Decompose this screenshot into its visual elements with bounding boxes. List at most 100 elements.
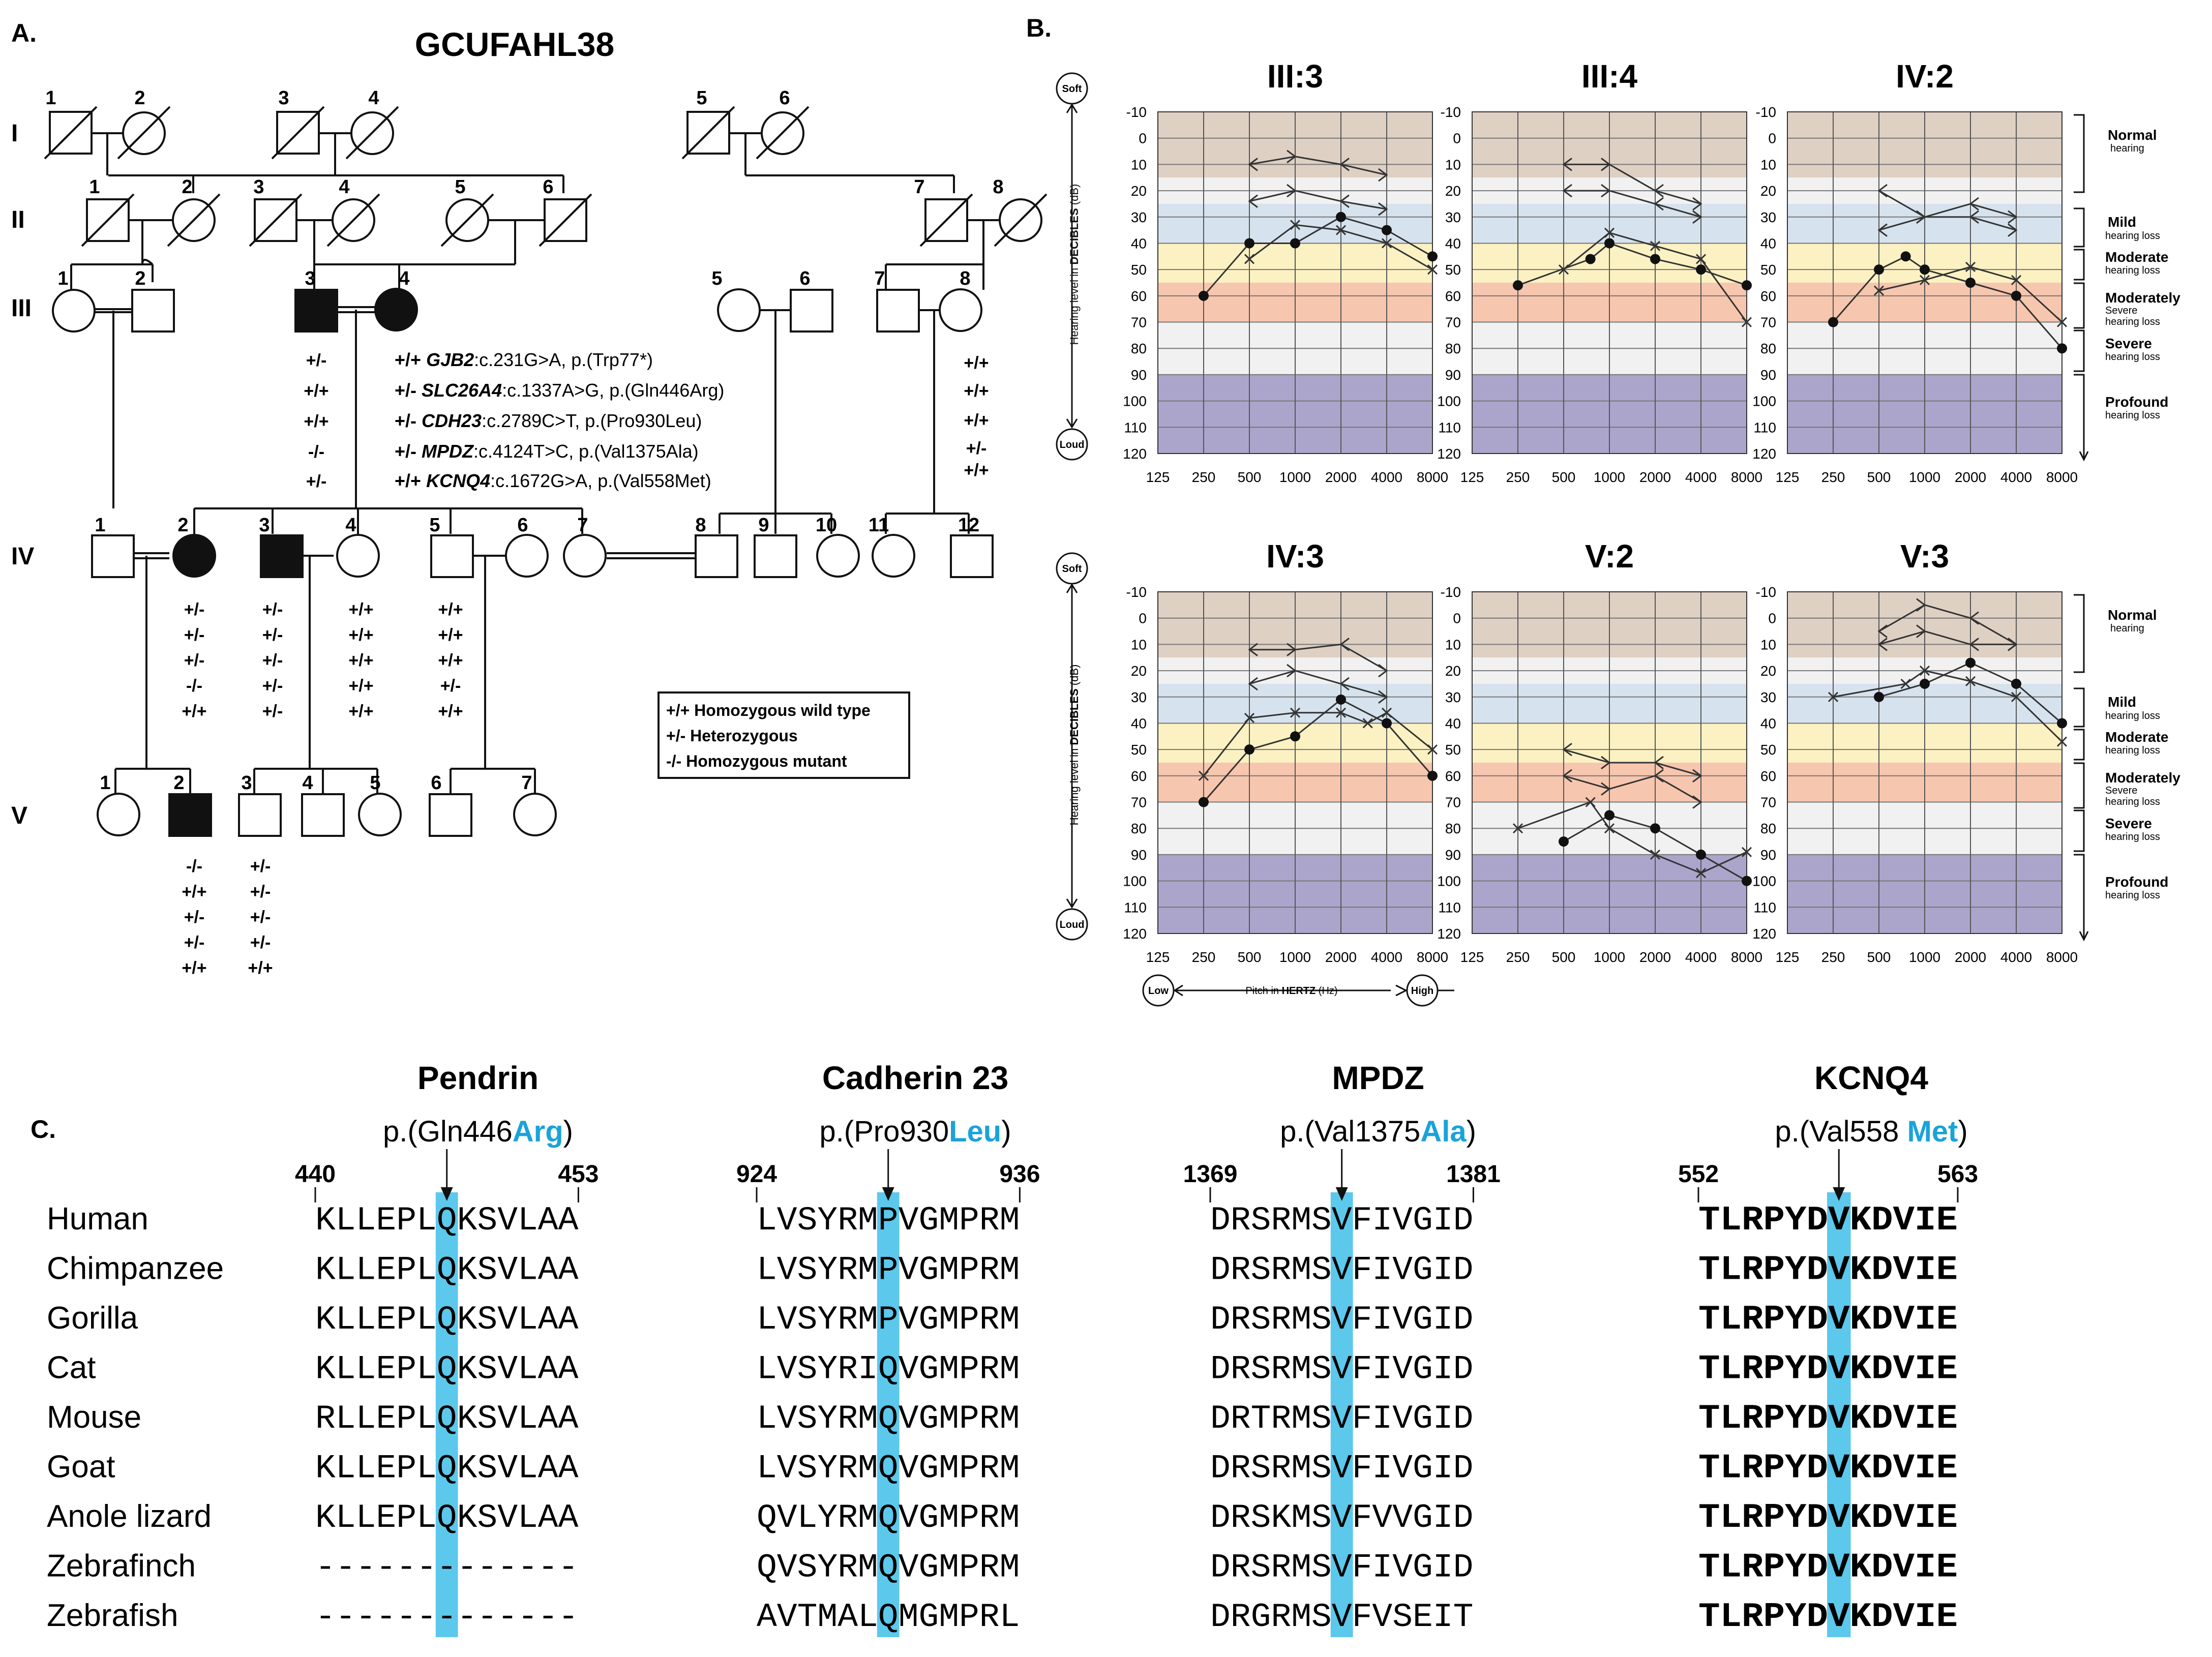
individual-number: 7 — [521, 772, 532, 794]
data-point — [1654, 756, 1664, 770]
genotype: +/+ — [348, 600, 373, 619]
loud-marker — [1056, 908, 1088, 941]
plot-frame — [1157, 111, 1433, 454]
category-sub: hearing loss — [2105, 351, 2160, 363]
pitch-axis: Low Pitch in HERTZ (Hz) High — [1142, 974, 1454, 1007]
conserved-residue-highlight — [435, 1192, 458, 1637]
category-title: Moderately — [2105, 290, 2180, 306]
y-tick-label: 90 — [1445, 367, 1461, 383]
data-point — [1336, 212, 1346, 222]
data-point — [1692, 197, 1702, 211]
y-tick-label: 60 — [1131, 288, 1147, 304]
sequence: DRSKMSVFVVGID — [1210, 1499, 1473, 1537]
genotype: +/- — [250, 908, 271, 927]
y-tick-label: -10 — [1441, 584, 1461, 600]
x-tick-label: 1000 — [1279, 949, 1311, 965]
variant-line: +/- SLC26A4:c.1337A>G, p.(Gln446Arg) — [395, 380, 724, 401]
genotype: +/- — [184, 933, 205, 952]
y-tick-label: 80 — [1760, 821, 1776, 836]
variant-arrowhead — [440, 1187, 453, 1201]
y-tick-label: 90 — [1760, 367, 1776, 383]
data-point — [1562, 742, 1572, 757]
data-point — [1248, 194, 1258, 208]
female-affected — [374, 288, 418, 332]
individual-number: 1 — [57, 268, 68, 289]
y-tick-label: 10 — [1760, 637, 1776, 652]
conserved-residue-highlight — [1330, 1192, 1353, 1637]
genotype: +/+ — [964, 353, 989, 373]
variant-arrowhead — [1335, 1187, 1348, 1201]
series-line — [1878, 630, 2016, 645]
variant-line: +/+ GJB2:c.231G>A, p.(Trp77*) — [395, 349, 653, 370]
genotype: +/- — [262, 625, 283, 645]
data-point — [1919, 666, 1930, 676]
y-tick-label: 30 — [1445, 689, 1461, 705]
individual-number: 6 — [779, 87, 790, 109]
plot-frame — [1157, 591, 1433, 934]
x-tick-label: 500 — [1867, 949, 1891, 965]
data-point — [1969, 197, 1979, 211]
data-point — [1559, 836, 1569, 847]
genotype: +/- — [250, 933, 271, 952]
y-tick-label: 70 — [1760, 795, 1776, 810]
sequence: LVSYRMQVGMPRM — [757, 1400, 1020, 1438]
y-tick-label: -10 — [1756, 584, 1776, 600]
audiogram-chart: V:2 -10 0 10 20 30 40 50 60 70 80 90 100 110 120 125 250… — [1437, 538, 1762, 965]
x-tick-label: 4000 — [2000, 469, 2032, 485]
data-point — [1378, 202, 1388, 216]
y-tick-label: 0 — [1453, 131, 1461, 146]
y-tick-label: 100 — [1123, 873, 1147, 889]
x-tick-label: 8000 — [1731, 469, 1762, 485]
male — [131, 289, 175, 333]
data-point — [1654, 769, 1664, 783]
sequence: TLRPYDVKDVIE — [1698, 1449, 1958, 1488]
y-tick-label: 0 — [1768, 131, 1776, 146]
y-tick-label: 20 — [1131, 663, 1147, 679]
data-point — [1601, 756, 1611, 770]
genotype: +/- — [262, 676, 283, 696]
x-tick-label: 1000 — [1909, 949, 1940, 965]
position-end: 1381 — [1446, 1161, 1501, 1188]
series-line — [1563, 748, 1701, 777]
individual-number: 6 — [799, 268, 810, 289]
plot-frame — [1472, 591, 1747, 934]
audiogram-chart: III:4 -10 0 10 20 30 40 50 60 70 80 90 100 110 120 125 2… — [1437, 58, 1762, 485]
data-point — [1877, 624, 1888, 638]
data-point — [1382, 718, 1392, 729]
position-start: 924 — [736, 1161, 777, 1188]
genotype: +/+ — [348, 702, 373, 721]
x-tick-label: 8000 — [1417, 469, 1448, 485]
y-tick-label: 10 — [1760, 157, 1776, 172]
variant-label: p.(Val1375Ala) — [1280, 1115, 1476, 1148]
generation-label: III — [11, 295, 32, 322]
y-tick-label: 110 — [1438, 419, 1461, 435]
individual-number: 2 — [182, 176, 192, 198]
data-point — [1381, 707, 1392, 718]
genotype: -/- — [308, 442, 324, 462]
x-tick-label: 250 — [1506, 469, 1530, 485]
female — [563, 534, 607, 578]
genotype: +/+ — [182, 958, 206, 978]
category-sub: hearing loss — [2105, 890, 2160, 901]
x-tick-label: 4000 — [1371, 469, 1402, 485]
pitch-axis-title: Pitch in HERTZ (Hz) — [1245, 985, 1337, 997]
data-point — [1585, 254, 1596, 264]
y-tick-label: 110 — [1124, 419, 1147, 435]
genotype: +/+ — [348, 651, 373, 670]
male-affected — [168, 793, 212, 837]
yaxis-title: Hearing level in DECIBLES (dB) — [1068, 184, 1081, 345]
x-tick-label: 125 — [1460, 469, 1484, 485]
category-title: Mild — [2108, 214, 2136, 230]
male — [790, 289, 833, 333]
sequence: KLLEPLQKSVLAA — [315, 1450, 579, 1488]
individual-number: 1 — [89, 176, 100, 198]
y-tick-label: 70 — [1760, 315, 1776, 330]
data-point — [1828, 317, 1838, 327]
genotype: +/- — [262, 651, 283, 670]
y-tick-label: 10 — [1131, 157, 1147, 172]
series-line — [1564, 163, 1701, 205]
data-point — [1287, 664, 1297, 678]
audiogram-title: IV:3 — [1266, 538, 1324, 575]
x-tick-label: 2000 — [1325, 949, 1357, 965]
x-tick-label: 2000 — [1325, 469, 1357, 485]
